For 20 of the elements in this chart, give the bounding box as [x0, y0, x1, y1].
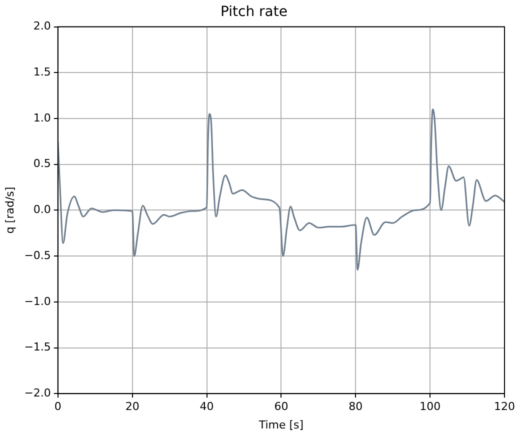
x-tick-label: 80 [348, 400, 363, 414]
y-tick-label: −2.0 [24, 386, 51, 400]
x-tick-label: 100 [420, 400, 441, 414]
x-axis-title: Time [s] [258, 418, 304, 432]
x-tick-label: 120 [494, 400, 515, 414]
x-tick-label: 60 [274, 400, 288, 414]
x-tick-label: 40 [200, 400, 214, 414]
x-tick-label: 0 [54, 400, 62, 414]
y-tick-label: 1.5 [33, 66, 51, 79]
y-tick-label: −1.5 [24, 340, 51, 354]
y-tick-label: 0.5 [33, 157, 51, 170]
y-tick-label: 2.0 [33, 20, 51, 33]
line-series [58, 108, 504, 271]
y-tick-label: −0.5 [24, 248, 51, 262]
y-tick-label: 0.0 [33, 203, 51, 216]
chart-title: Pitch rate [220, 4, 288, 20]
y-axis-title: q [rad/s] [3, 186, 16, 234]
y-tick-label: 1.0 [33, 111, 51, 124]
y-tick-label: −1.0 [24, 294, 51, 308]
x-tick-label: 20 [125, 400, 140, 414]
